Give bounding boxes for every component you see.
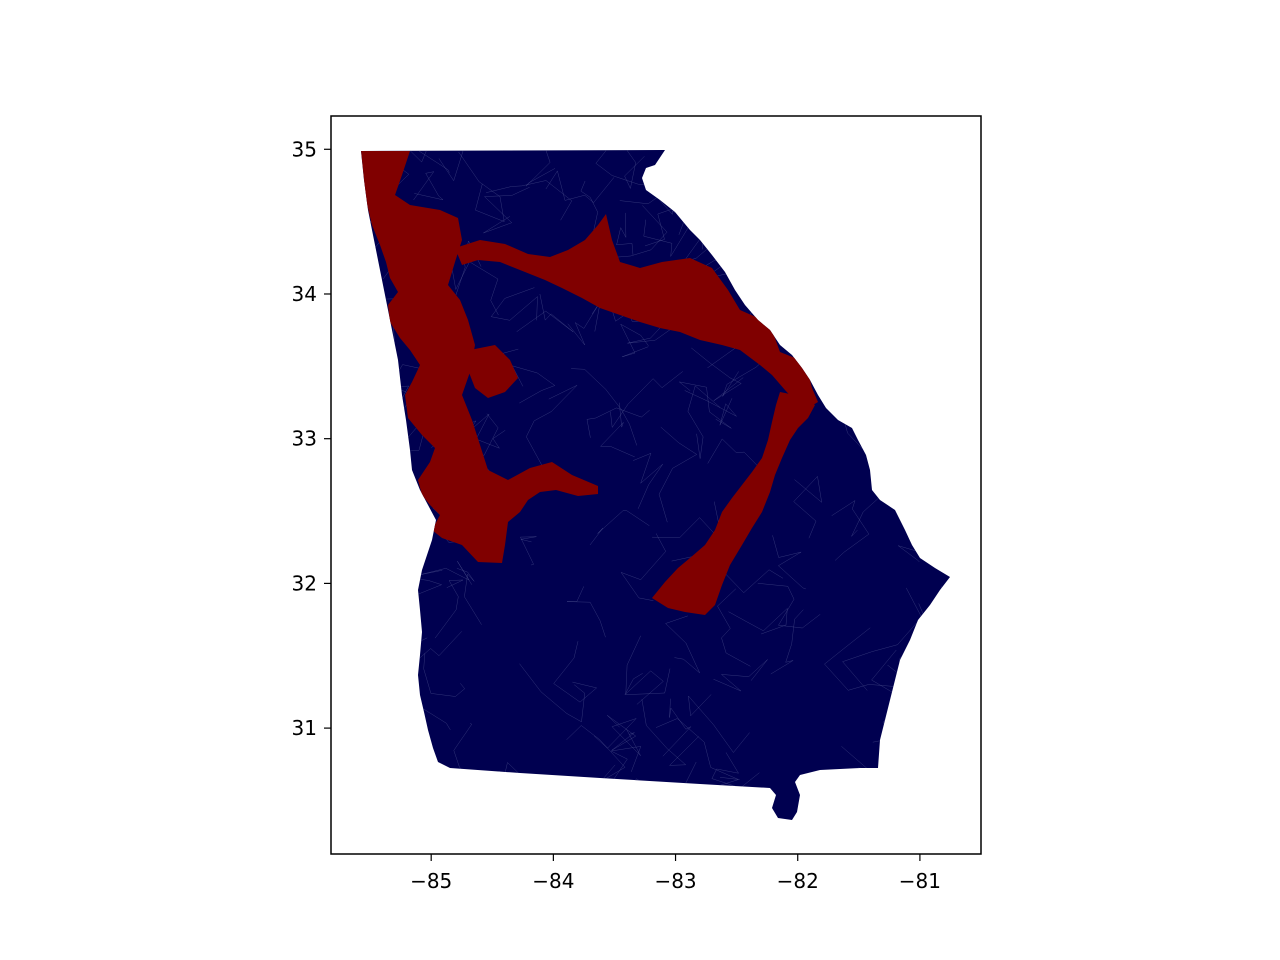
x-tick-label: −85 xyxy=(410,869,452,893)
precinct-boundary xyxy=(717,588,751,667)
precinct-boundary xyxy=(434,579,464,639)
highlighted-districts xyxy=(361,151,818,615)
x-axis: −85 −84 −83 −82 −81 xyxy=(410,854,941,893)
precinct-boundary xyxy=(458,151,505,222)
precinct-boundary xyxy=(691,347,744,401)
precinct-boundary xyxy=(483,186,530,234)
y-tick-label: 32 xyxy=(292,571,317,595)
precinct-boundary xyxy=(378,150,450,173)
precinct-boundary xyxy=(831,500,870,561)
precinct-boundary xyxy=(772,535,806,590)
highlight-region-east xyxy=(652,392,815,615)
precinct-boundary xyxy=(525,150,556,187)
axes-frame xyxy=(330,115,982,855)
state-outline xyxy=(361,150,950,820)
precinct-boundary xyxy=(687,385,721,459)
precinct-boundary xyxy=(616,212,634,255)
precinct-boundary xyxy=(728,607,788,635)
precinct-boundary xyxy=(520,536,537,566)
precinct-boundary xyxy=(824,627,895,691)
x-tick-label: −82 xyxy=(777,869,819,893)
precinct-boundary xyxy=(621,150,645,190)
precinct-boundary xyxy=(571,368,638,446)
x-tick-label: −83 xyxy=(654,869,696,893)
precinct-boundary xyxy=(620,533,667,601)
precinct-boundary xyxy=(553,641,598,703)
highlight-region-north xyxy=(455,214,818,408)
precinct-boundary xyxy=(658,426,698,523)
precinct-boundary xyxy=(592,150,652,186)
highlight-region-central xyxy=(468,345,518,398)
y-axis: 31 32 33 34 35 xyxy=(292,137,331,740)
precinct-boundary xyxy=(413,171,444,201)
precinct-boundary xyxy=(655,718,739,780)
precinct-boundary xyxy=(462,413,506,449)
precinct-boundary xyxy=(519,663,585,723)
precinct-boundary xyxy=(589,510,650,546)
precinct-boundary xyxy=(688,694,750,753)
precinct-boundary xyxy=(713,659,768,692)
precinct-boundary xyxy=(586,407,650,438)
plot-area xyxy=(330,115,982,855)
precinct-boundary xyxy=(392,150,464,182)
precinct-boundary xyxy=(566,586,606,638)
precinct-boundary xyxy=(641,699,699,766)
precinct-boundary xyxy=(793,475,823,539)
highlight-region-west xyxy=(361,151,598,563)
precinct-boundary xyxy=(486,180,573,221)
x-tick-label: −81 xyxy=(899,869,941,893)
precinct-boundary xyxy=(607,715,637,751)
precinct-boundary xyxy=(625,635,664,705)
y-tick-label: 31 xyxy=(292,716,317,740)
precinct-boundary xyxy=(620,323,649,358)
precinct-boundary xyxy=(770,609,804,675)
precinct-boundary xyxy=(526,385,578,467)
precinct-boundary xyxy=(545,170,615,203)
precinct-boundary xyxy=(423,653,466,697)
precinct-boundary xyxy=(593,718,641,756)
precinct-boundary xyxy=(711,752,760,789)
precinct-boundary xyxy=(633,452,663,509)
precinct-boundary xyxy=(419,561,473,585)
precinct-boundary xyxy=(624,668,671,695)
precinct-boundary xyxy=(610,371,683,429)
y-tick-label: 35 xyxy=(292,137,317,161)
precinct-boundary xyxy=(665,615,700,674)
precinct-boundary xyxy=(456,568,482,625)
x-tick-label: −84 xyxy=(532,869,574,893)
y-tick-label: 34 xyxy=(292,282,317,306)
precinct-boundary xyxy=(684,390,737,426)
y-tick-label: 33 xyxy=(292,427,317,451)
precinct-boundary xyxy=(600,402,635,458)
precinct-boundary xyxy=(516,293,574,333)
precinct-boundary xyxy=(452,261,499,316)
precinct-boundary xyxy=(757,583,821,629)
precinct-boundary xyxy=(662,698,692,757)
precinct-boundary xyxy=(679,381,732,429)
precinct-boundary xyxy=(842,603,924,691)
precinct-boundary xyxy=(490,287,538,321)
